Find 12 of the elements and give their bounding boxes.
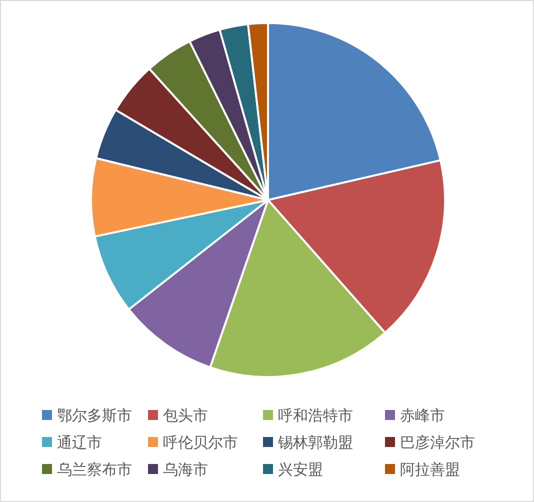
legend-label: 呼伦贝尔市 [163,433,238,452]
legend-label: 锡林郭勒盟 [277,433,353,452]
legend-label: 呼和浩特市 [278,406,353,424]
legend-label: 包头市 [163,406,208,424]
legend-label: 乌兰察布市 [57,460,132,478]
legend-label: 兴安盟 [278,460,323,478]
legend-label: 乌海市 [163,460,208,478]
legend-label: 阿拉善盟 [400,460,460,478]
legend-label: 巴彦淖尔市 [400,433,475,452]
legend-label: 鄂尔多斯市 [57,406,132,424]
legend-label: 通辽市 [57,433,102,452]
legend-label: 赤峰市 [400,406,445,424]
